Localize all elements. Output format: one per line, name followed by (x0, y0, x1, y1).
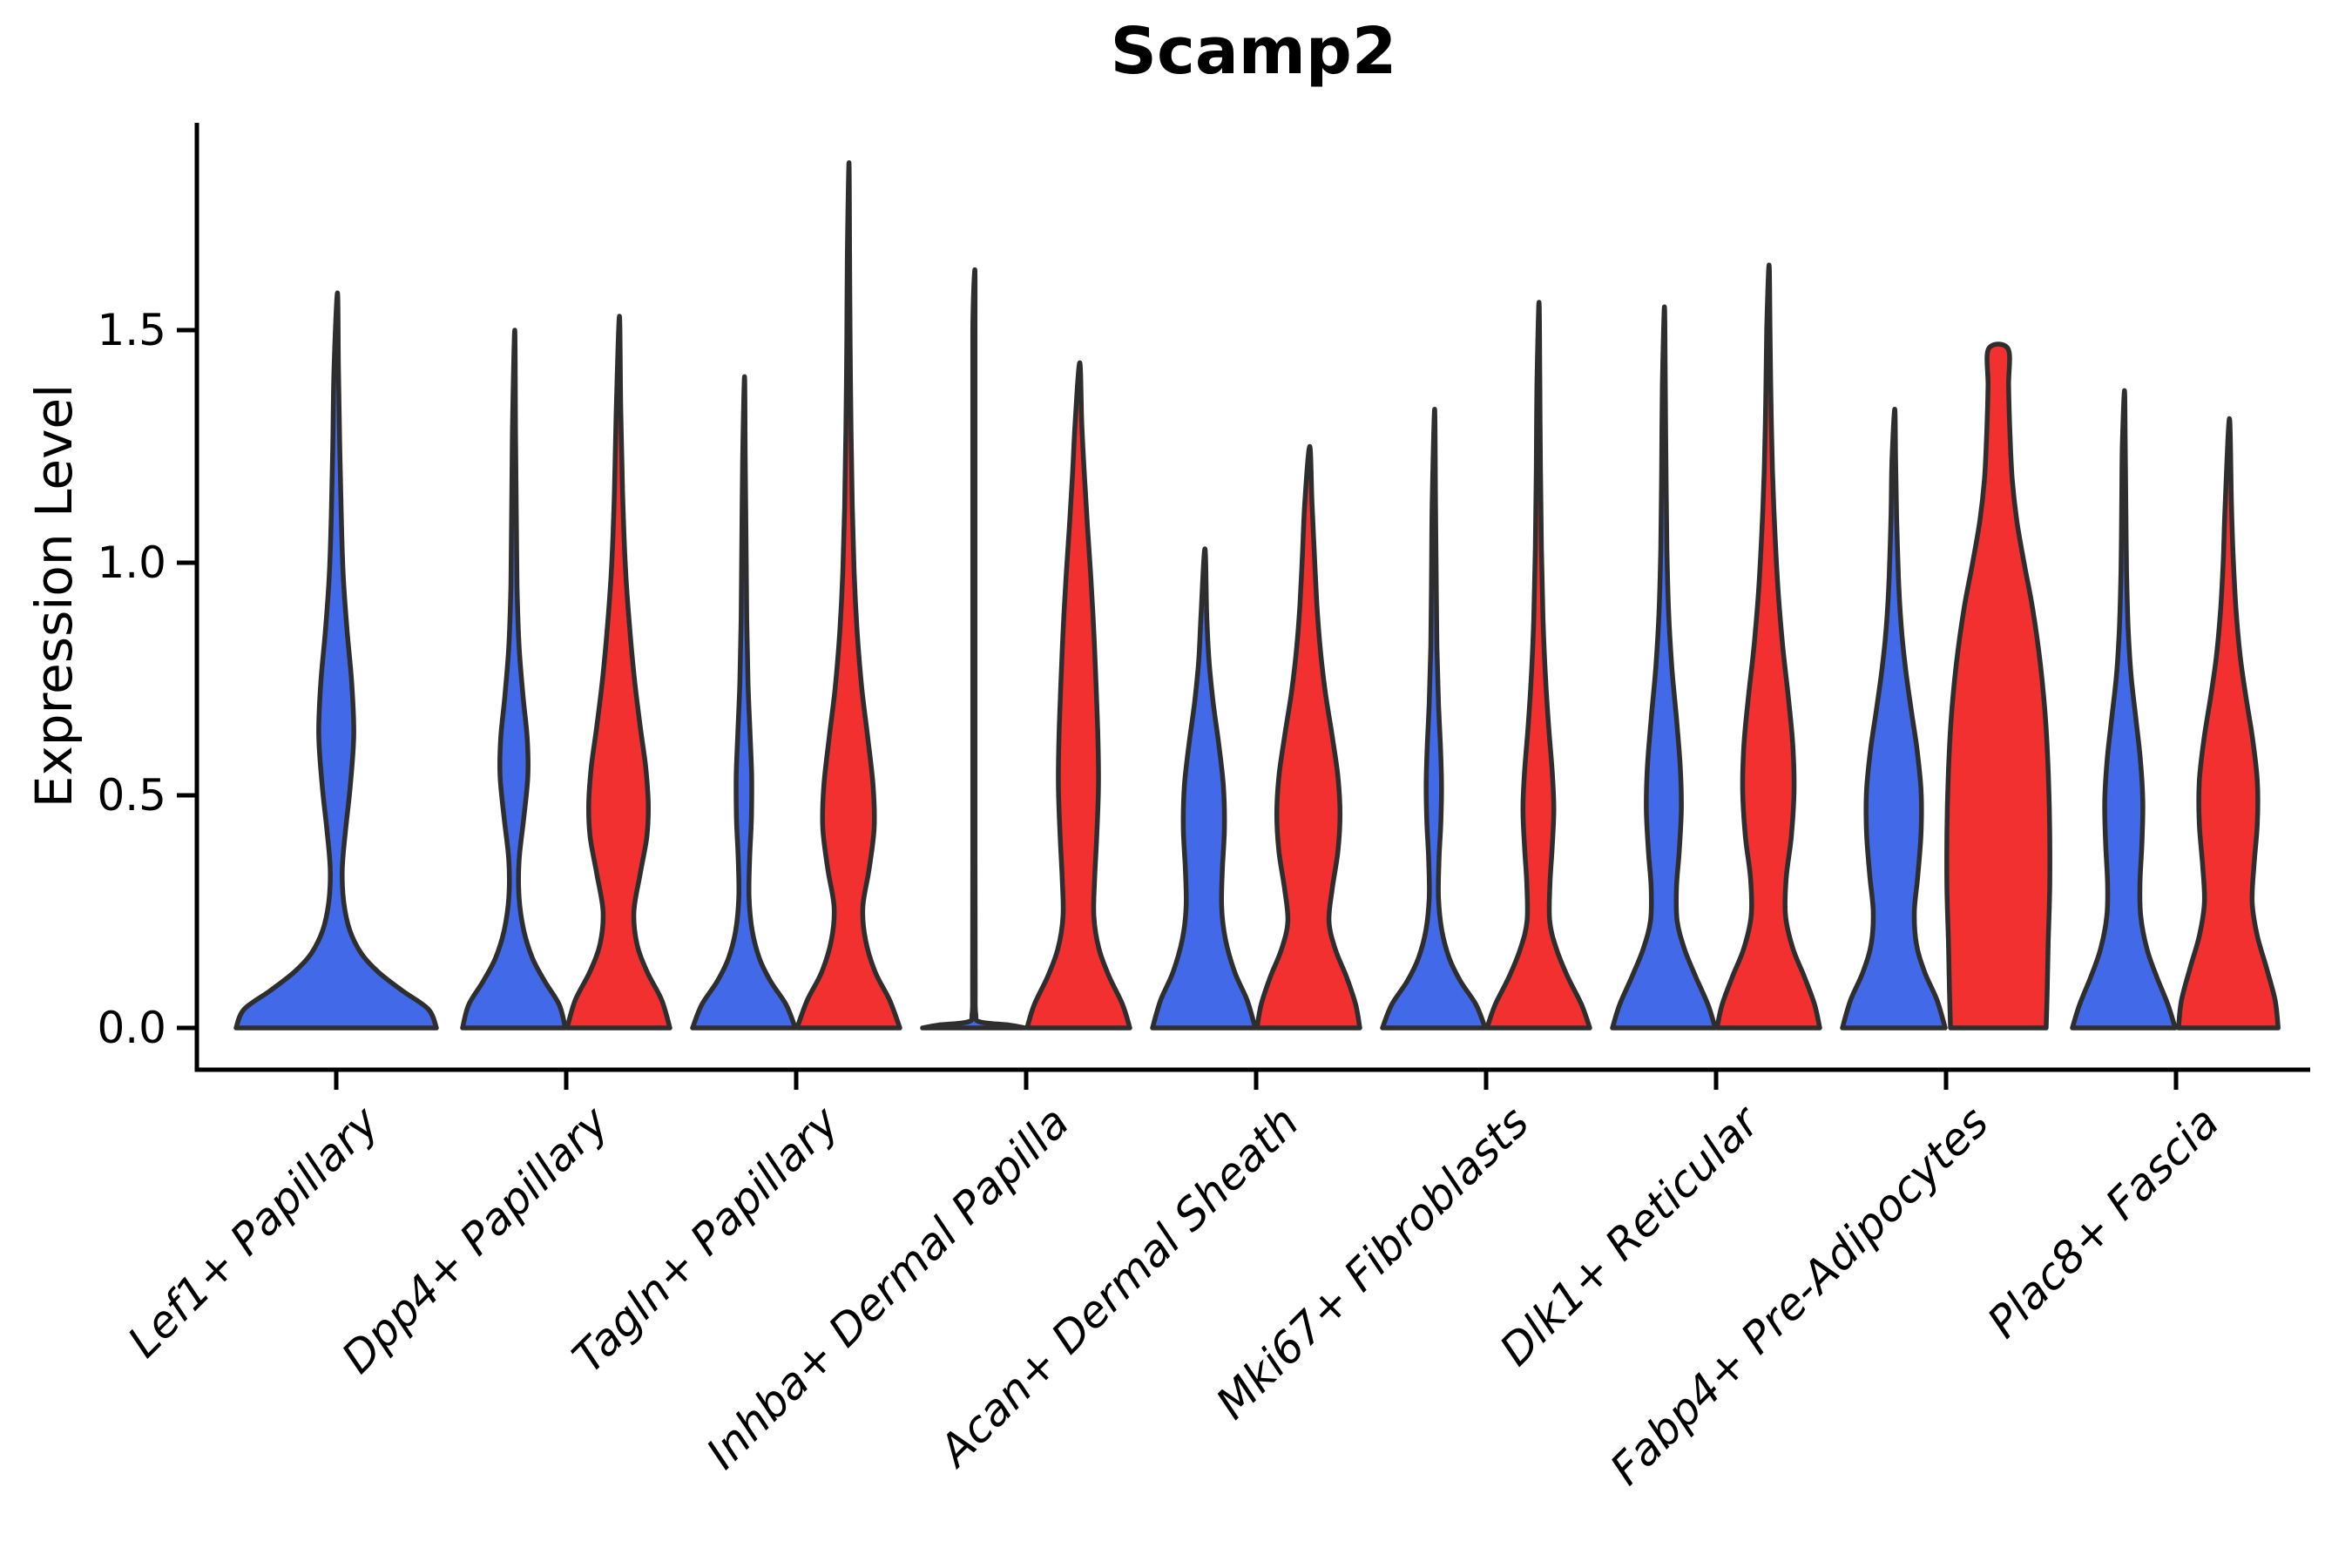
violin-plac8-fascia-red (2176, 416, 2281, 1031)
violin-dlk1-reticular-red (1714, 262, 1822, 1031)
violin-inhba-dermal-papilla-red (1024, 360, 1132, 1031)
violins-layer (233, 160, 2281, 1031)
y-tick-label-1: 0.5 (97, 770, 166, 821)
violin-tagln-papillary-blue (690, 374, 798, 1031)
y-tick-label-3: 1.5 (97, 305, 166, 355)
violin-acan-dermal-sheath-blue (1150, 546, 1258, 1031)
y-tick-label-0: 0.0 (97, 1003, 166, 1053)
violin-dlk1-reticular-blue (1610, 304, 1718, 1031)
violin-inhba-dermal-papilla-blue (920, 267, 1028, 1031)
y-tick-label-2: 1.0 (97, 537, 166, 588)
y-axis-label: Expression Level (24, 383, 84, 808)
violin-plac8-fascia-blue (2070, 388, 2178, 1031)
violin-acan-dermal-sheath-red (1254, 443, 1362, 1031)
violin-lef1-papillary-blue (233, 290, 439, 1031)
axes-layer (177, 123, 2310, 1090)
violin-mki67-fibroblasts-blue (1380, 407, 1488, 1031)
violin-mki67-fibroblasts-red (1484, 300, 1592, 1031)
violin-dpp4-papillary-red (564, 314, 672, 1031)
violin-fabp4-pre-adipocytes-blue (1840, 407, 1948, 1031)
chart-title: Scamp2 (1110, 14, 1397, 89)
violin-tagln-papillary-red (794, 160, 902, 1031)
violin-dpp4-papillary-blue (460, 328, 568, 1031)
violin-fabp4-pre-adipocytes-red (1944, 341, 2052, 1031)
